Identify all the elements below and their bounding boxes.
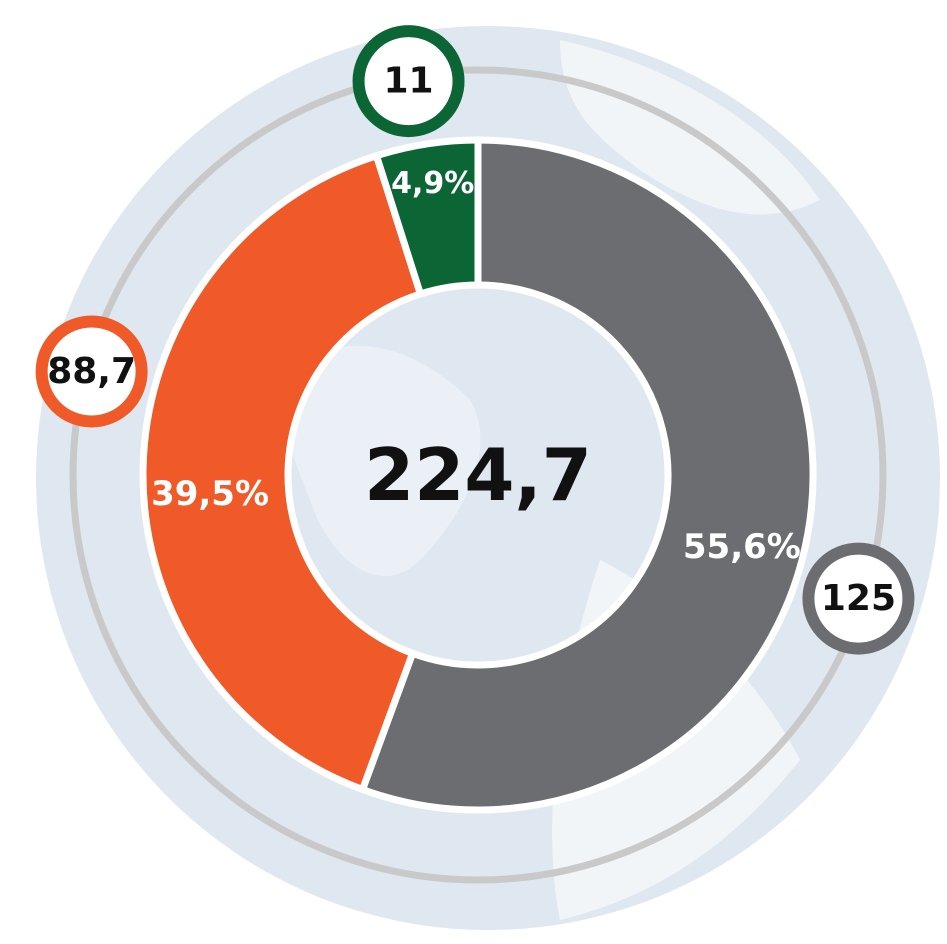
percent-label: 4,9% bbox=[391, 166, 474, 201]
donut-segment bbox=[372, 136, 482, 299]
outer-ring bbox=[69, 66, 887, 884]
amount-label: 125 bbox=[821, 578, 896, 619]
amount-badge bbox=[35, 315, 148, 428]
donut-segment bbox=[358, 136, 817, 814]
percent-label: 39,5% bbox=[151, 474, 269, 514]
amount-badge bbox=[802, 542, 915, 655]
donut-segment bbox=[139, 151, 425, 794]
amount-label: 11 bbox=[383, 61, 433, 102]
percent-label: 55,6% bbox=[683, 527, 801, 567]
amount-label: 88,7 bbox=[47, 351, 136, 392]
total-label: 224,7 bbox=[364, 433, 592, 517]
map-shape bbox=[284, 345, 481, 577]
amount-badge bbox=[352, 25, 465, 138]
